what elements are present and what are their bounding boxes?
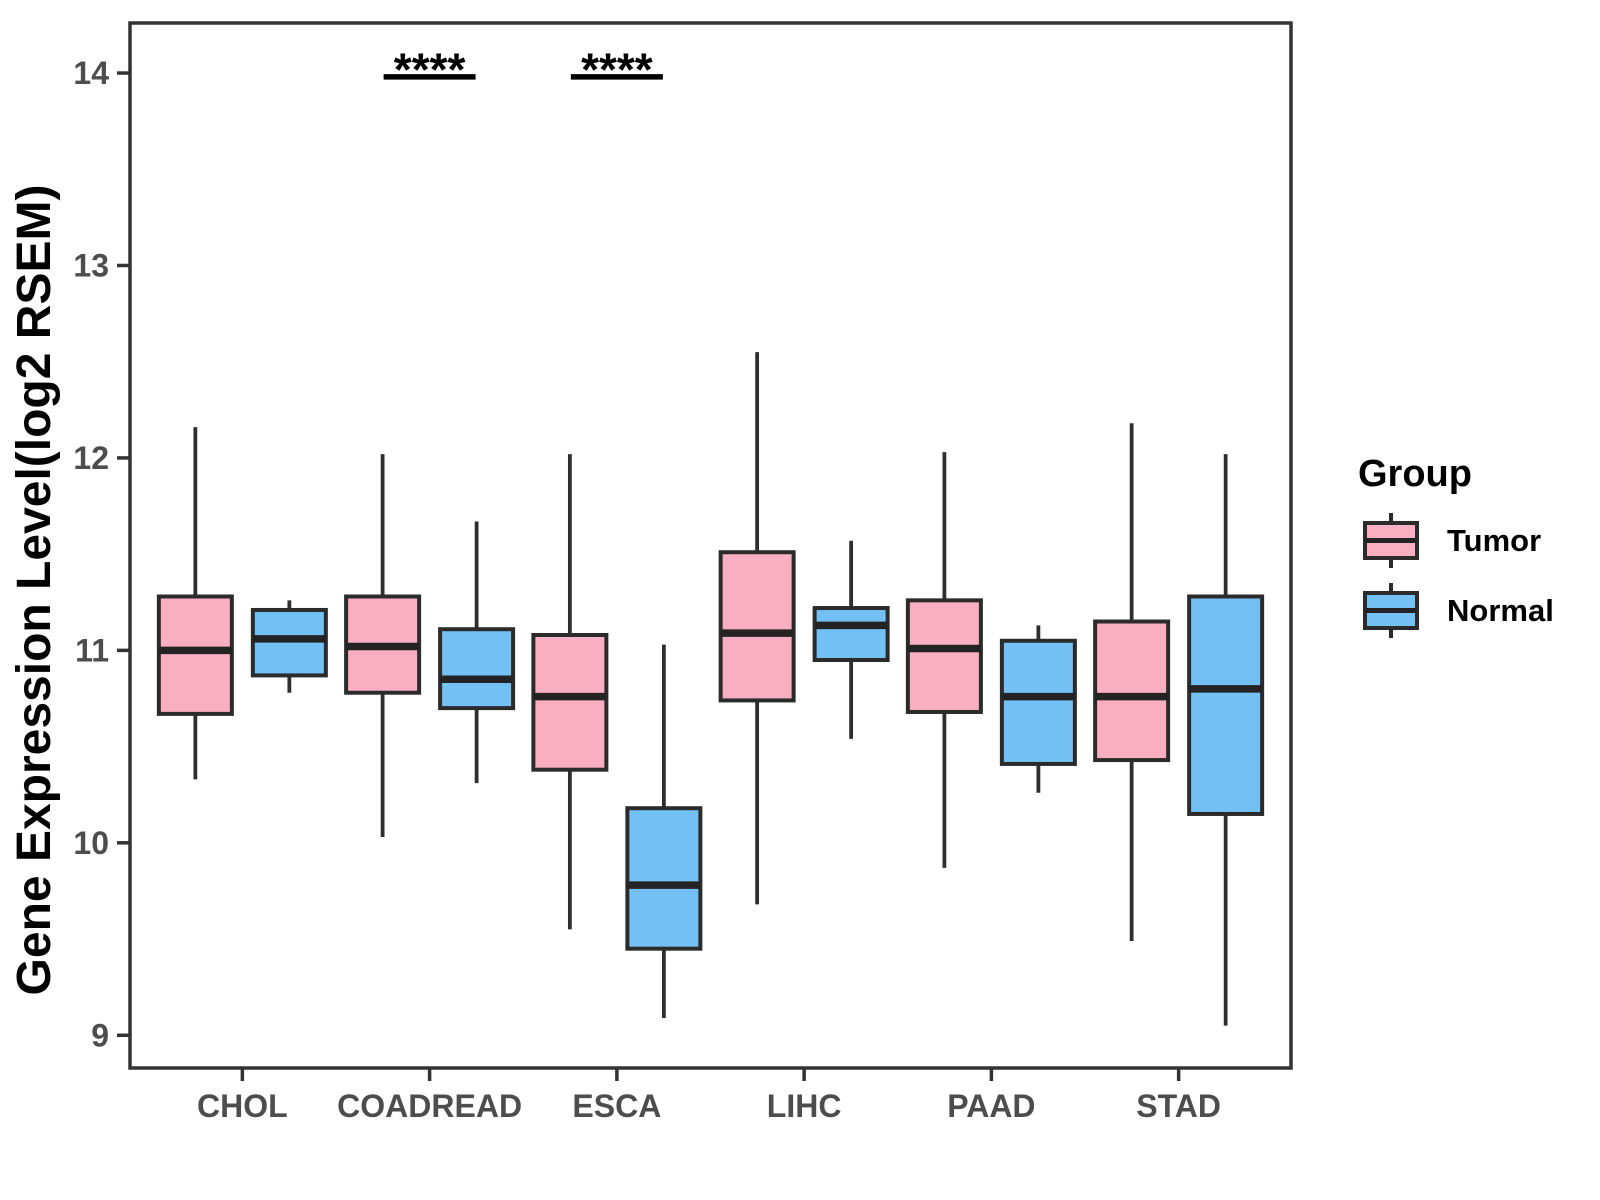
- boxplot-tumor-stad: [1093, 423, 1171, 941]
- iqr-box: [999, 638, 1077, 766]
- y-axis: 9 10 11 12 13 14: [73, 55, 130, 1053]
- y-tick-label: 11: [75, 632, 109, 668]
- x-tick-label: ESCA: [572, 1088, 661, 1124]
- x-tick-label: LIHC: [767, 1088, 842, 1124]
- iqr-box: [718, 550, 796, 703]
- iqr-box: [438, 627, 516, 711]
- significance-stars: ****: [394, 43, 466, 95]
- iqr-box: [625, 806, 703, 951]
- boxplot-normal-stad: [1187, 454, 1265, 1026]
- y-axis-title: Gene Expression Level(log2 RSEM): [8, 185, 61, 996]
- legend-key-tumor: [1363, 513, 1419, 568]
- boxplot-tumor-coadread: [344, 454, 422, 838]
- iqr-box: [905, 598, 983, 714]
- boxplot-tumor-chol: [156, 427, 234, 780]
- boxplot-tumor-esca: [531, 454, 609, 930]
- boxplot-tumor-paad: [905, 452, 983, 868]
- plot-panel: [130, 23, 1291, 1068]
- y-tick-label: 10: [73, 825, 109, 861]
- significance-annotations: **** ****: [383, 43, 663, 95]
- iqr-box: [1093, 619, 1171, 763]
- x-tick-label: PAAD: [947, 1088, 1035, 1124]
- boxplot-series: [156, 352, 1265, 1026]
- boxplot-normal-paad: [999, 625, 1077, 793]
- y-tick-label: 13: [73, 247, 109, 283]
- boxplot-tumor-lihc: [718, 352, 796, 905]
- x-tick-label: COADREAD: [337, 1088, 522, 1124]
- boxplot-normal-chol: [250, 600, 328, 693]
- boxplot-normal-lihc: [812, 540, 890, 739]
- panel-border: [128, 21, 1293, 1070]
- legend-title: Group: [1358, 453, 1472, 495]
- series-normal: [250, 454, 1265, 1026]
- x-axis: CHOL COADREAD ESCA LIHC PAAD STAD: [197, 1068, 1221, 1124]
- iqr-box: [1187, 594, 1265, 816]
- significance-stars: ****: [581, 43, 653, 95]
- legend: Group Tumor Normal: [1358, 453, 1554, 638]
- y-tick-label: 9: [91, 1017, 109, 1053]
- legend-key-normal: [1363, 583, 1419, 638]
- boxplot-normal-esca: [625, 644, 703, 1018]
- iqr-box: [156, 594, 234, 716]
- y-tick-label: 12: [73, 440, 109, 476]
- legend-label-normal: Normal: [1447, 593, 1554, 628]
- iqr-box: [250, 607, 328, 678]
- x-tick-label: STAD: [1136, 1088, 1221, 1124]
- iqr-box: [531, 632, 609, 772]
- x-tick-label: CHOL: [197, 1088, 288, 1124]
- significance-coadread: ****: [383, 43, 476, 95]
- series-tumor: [156, 352, 1171, 941]
- y-tick-label: 14: [73, 55, 109, 91]
- legend-label-tumor: Tumor: [1447, 523, 1541, 558]
- iqr-box: [812, 606, 890, 663]
- boxplot-normal-coadread: [438, 521, 516, 784]
- significance-esca: ****: [570, 43, 663, 95]
